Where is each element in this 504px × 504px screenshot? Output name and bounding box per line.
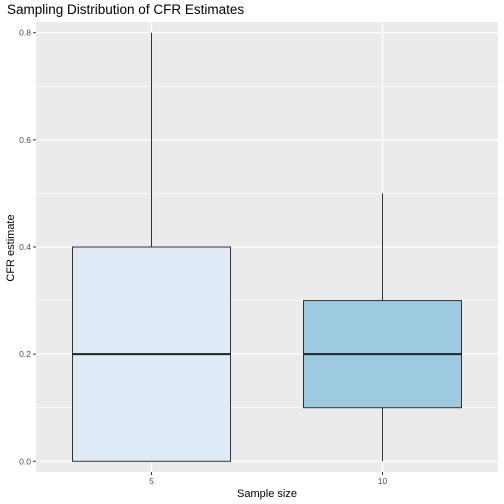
chart-title: Sampling Distribution of CFR Estimates xyxy=(7,2,244,17)
y-tick-label: 0.0 xyxy=(19,456,31,466)
boxes xyxy=(72,32,462,462)
y-tick-label: 0.4 xyxy=(19,242,31,252)
y-axis: 0.0 0.2 0.4 0.6 0.8 xyxy=(19,28,36,466)
x-axis: 5 10 xyxy=(149,472,387,486)
y-axis-title: CFR estimate xyxy=(5,214,17,281)
y-tick-label: 0.8 xyxy=(19,28,31,38)
y-tick-label: 0.6 xyxy=(19,135,31,145)
x-tick-label: 5 xyxy=(149,476,154,486)
x-tick-label: 10 xyxy=(378,476,388,486)
x-axis-title: Sample size xyxy=(237,488,297,500)
y-tick-label: 0.2 xyxy=(19,349,31,359)
